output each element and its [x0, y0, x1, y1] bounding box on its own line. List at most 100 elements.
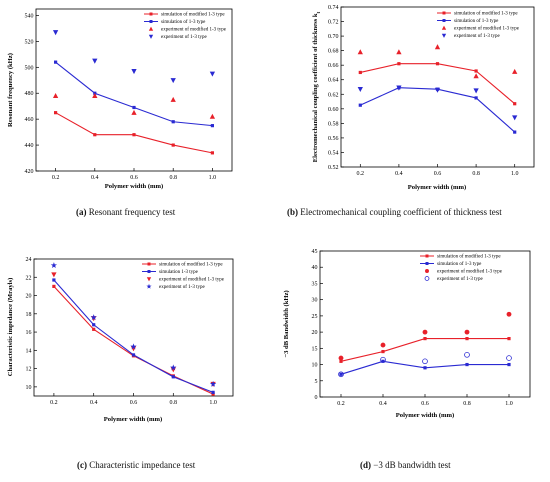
data-point [381, 349, 385, 354]
series-c-3 [50, 262, 217, 387]
data-point [52, 92, 59, 99]
legend-entry: experiment of 1-3 type [161, 35, 207, 40]
legend-marker [425, 254, 429, 258]
y-tick-label: 20 [312, 330, 318, 336]
data-point [92, 92, 98, 99]
data-point [52, 278, 56, 282]
data-point [211, 390, 215, 394]
legend-b: simulation of modified 1-3 type simulatio… [437, 11, 520, 39]
data-point [357, 86, 363, 93]
data-point [131, 109, 137, 115]
x-tick-label: 0.6 [421, 401, 429, 407]
y-axis-title-subscript: t [317, 11, 322, 13]
series-b-3 [357, 85, 518, 121]
series-d-3 [338, 352, 512, 378]
caption-c: (c) Characteristic impedance test [77, 460, 195, 470]
y-tick-label: 500 [25, 65, 34, 71]
data-point [507, 337, 511, 341]
series-line [360, 87, 516, 133]
data-point [209, 71, 216, 77]
data-point [209, 380, 217, 387]
legend-entry: experiment of modified 1-3 type [159, 278, 225, 283]
data-point [131, 353, 136, 357]
legend-marker [441, 33, 447, 38]
legend-marker [425, 262, 429, 265]
series-b-0 [358, 62, 517, 106]
y-tick-label: 0.64 [328, 78, 339, 84]
caption-d-text: −3 dB bandwidth test [373, 460, 451, 470]
series-b-2 [357, 44, 518, 79]
legend-marker [148, 26, 154, 31]
y-tick-label: 0.70 [328, 34, 339, 40]
y-axis-title: Resonant frequency (kHz) [7, 53, 14, 127]
data-point [464, 329, 470, 335]
data-point [170, 78, 176, 84]
series-c-1 [52, 278, 215, 394]
legend-marker [147, 270, 151, 273]
data-point [209, 113, 216, 119]
data-point [435, 62, 440, 66]
data-point [50, 262, 58, 269]
data-point [423, 366, 427, 370]
data-point [474, 69, 478, 73]
data-point [90, 314, 97, 321]
legend-marker [442, 11, 446, 15]
data-point [423, 337, 427, 341]
legend-marker [424, 276, 430, 281]
data-point [131, 69, 137, 75]
data-point [170, 96, 176, 102]
y-tick-label: 5 [315, 379, 318, 385]
caption-c-text: Characteristic impedance test [89, 460, 196, 470]
y-tick-label: 0.56 [328, 136, 339, 142]
data-point [358, 70, 362, 75]
data-point [380, 342, 386, 348]
legend-entry: experiment of modified 1-3 type [161, 28, 227, 33]
series-line [53, 286, 214, 395]
data-point [338, 371, 344, 378]
data-point [52, 30, 59, 36]
y-tick-label: 0.60 [328, 107, 339, 113]
data-point [473, 73, 479, 79]
x-tick-label: 0.4 [90, 400, 98, 406]
data-point [132, 105, 136, 110]
y-tick-label: 0.66 [328, 63, 339, 69]
data-point [513, 130, 517, 134]
x-tick-label: 0.2 [337, 401, 345, 407]
y-tick-label: 16 [26, 330, 32, 336]
series-d-2 [338, 311, 512, 361]
legend-entry: experiment of 1-3 type [454, 34, 500, 39]
data-point [397, 62, 401, 66]
caption-b-text: Electromechanical coupling coefficient o… [300, 207, 502, 217]
series-line [360, 63, 516, 105]
legend-marker [425, 269, 429, 273]
y-tick-label: 25 [312, 314, 318, 320]
y-tick-label: 22 [26, 275, 32, 281]
x-tick-label: 0.8 [170, 400, 178, 406]
legend-entry: experiment of 1-3 type [159, 285, 205, 290]
legend-entry: experiment of modified 1-3 type [454, 27, 520, 32]
chart-c: 0.2 0.4 0.6 0.8 1.0 10 12 14 16 18 20 22 24 Polymer w… [7, 257, 234, 423]
legend-d: simulation of modified 1-3 type simulatio… [420, 254, 503, 282]
x-tick-label: 0.8 [463, 401, 471, 407]
data-point [464, 352, 470, 358]
x-tick-label: 0.4 [91, 175, 99, 181]
data-point [210, 124, 214, 128]
series-d-0 [339, 337, 511, 363]
legend-entry: simulation of modified 1-3 type [159, 263, 223, 268]
chart-b: 0.2 0.4 0.6 0.8 1.0 0.52 0.54 0.56 0.58 0.60 0.62 0… [312, 5, 535, 191]
data-point [210, 151, 214, 155]
data-point [52, 284, 56, 288]
y-tick-label: 0.52 [328, 165, 339, 171]
data-point [130, 343, 137, 350]
y-tick-label: 35 [312, 281, 318, 287]
data-point [211, 392, 215, 396]
data-point [396, 85, 402, 91]
y-tick-label: 540 [25, 13, 34, 19]
legend-marker [149, 12, 153, 16]
data-point [357, 49, 363, 55]
y-tick-label: 0.72 [328, 20, 339, 26]
data-point [507, 362, 511, 367]
y-tick-label: 0.68 [328, 49, 339, 55]
x-tick-label: 0.4 [395, 171, 403, 177]
data-point [422, 329, 428, 335]
